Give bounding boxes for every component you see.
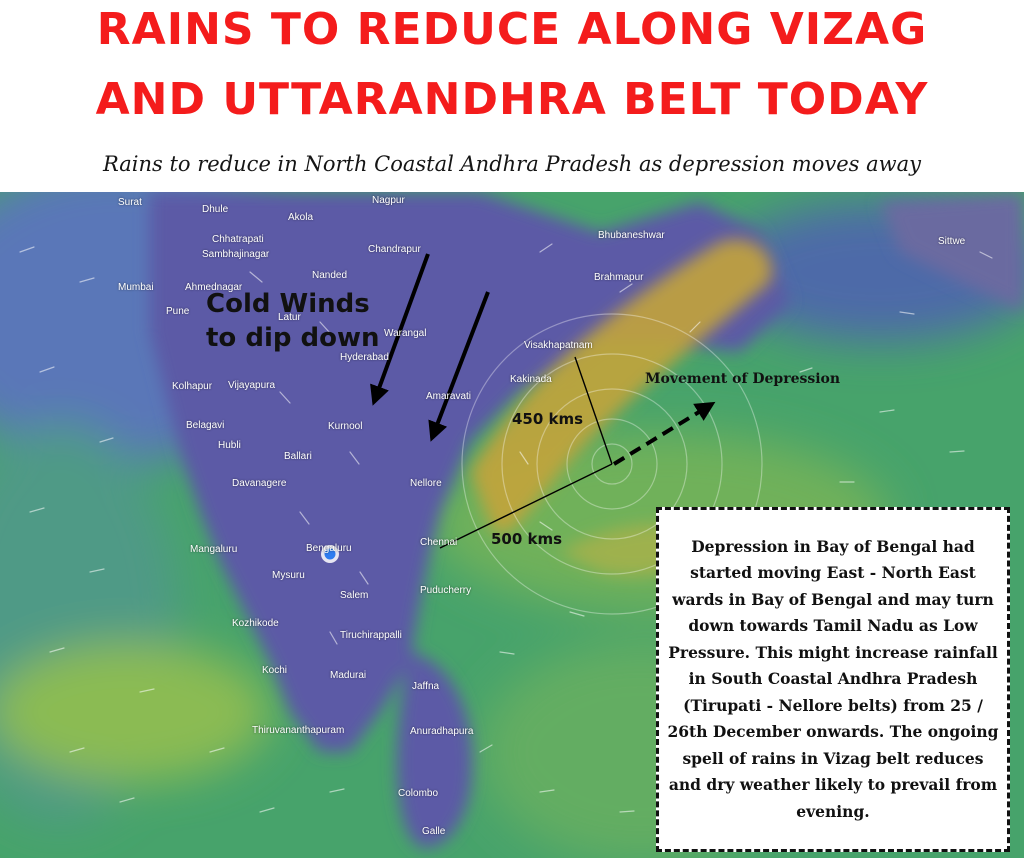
place-label-kurnool: Kurnool	[328, 421, 363, 432]
place-label-amaravati: Amaravati	[426, 391, 472, 402]
place-label-kozhikode: Kozhikode	[232, 618, 279, 629]
wind-arrows	[370, 253, 490, 442]
subtitle: Rains to reduce in North Coastal Andhra …	[102, 152, 921, 176]
info-box-text: Depression in Bay of Bengal had started …	[667, 536, 999, 821]
place-label-belagavi: Belagavi	[186, 420, 225, 431]
place-label-hubli: Hubli	[218, 440, 241, 451]
place-label-davanagere: Davanagere	[232, 478, 287, 489]
distance-label-chennai: 500 kms	[491, 530, 563, 548]
movement-of-depression-label: Movement of Depression	[645, 371, 841, 387]
place-label-warangal: Warangal	[384, 328, 427, 339]
distance-lines	[439, 356, 613, 549]
cold-winds-line-1: Cold Winds	[206, 289, 370, 319]
place-label-ballari: Ballari	[284, 451, 312, 462]
place-label-brahmapur: Brahmapur	[594, 272, 644, 283]
place-label-chandrapur: Chandrapur	[368, 244, 421, 255]
depression-movement-arrow	[612, 401, 716, 466]
place-label-akola: Akola	[288, 212, 314, 223]
place-label-vijayapura: Vijayapura	[228, 380, 276, 391]
place-label-jaffna: Jaffna	[412, 681, 440, 692]
place-label-bengaluru: Bengaluru	[306, 543, 352, 554]
headline-line-2: AND UTTARANDHRA BELT TODAY	[95, 74, 929, 125]
place-label-mysuru: Mysuru	[272, 570, 305, 581]
place-label-mumbai: Mumbai	[118, 282, 154, 293]
cold-wind-arrow-1	[370, 253, 430, 406]
place-label-pune: Pune	[166, 306, 190, 317]
place-label-dhule: Dhule	[202, 204, 229, 215]
distance-line-chennai	[439, 463, 613, 549]
place-label-tiruchirappalli: Tiruchirappalli	[340, 630, 402, 641]
place-label-nagpur: Nagpur	[372, 195, 405, 206]
place-label-kakinada: Kakinada	[510, 374, 552, 385]
headline-line-1: RAINS TO REDUCE ALONG VIZAG	[96, 4, 928, 55]
place-label-madurai: Madurai	[330, 670, 367, 681]
cold-winds-line-2: to dip down	[206, 322, 380, 353]
location-marker-dot	[324, 548, 336, 560]
place-label-sambhajinagar: Sambhajinagar	[202, 249, 270, 260]
place-label-galle: Galle	[422, 826, 446, 837]
place-label-ahmednagar: Ahmednagar	[185, 282, 243, 293]
info-box: Depression in Bay of Bengal had started …	[656, 507, 1010, 852]
place-label-bhubaneshwar: Bhubaneshwar	[598, 230, 665, 241]
cyclone-swirl	[461, 313, 763, 615]
place-label-sittwe: Sittwe	[938, 236, 966, 247]
cold-wind-arrow-2	[428, 291, 490, 442]
place-label-visakhapatnam: Visakhapatnam	[524, 340, 593, 351]
wind-streaks	[19, 243, 993, 813]
place-label-anuradhapura: Anuradhapura	[410, 726, 474, 737]
place-label-chennai: Chennai	[420, 537, 458, 548]
place-label-chhatrapati: Chhatrapati	[212, 234, 264, 245]
place-label-kolhapur: Kolhapur	[172, 381, 213, 392]
place-label-puducherry: Puducherry	[420, 585, 472, 596]
header: RAINS TO REDUCE ALONG VIZAG AND UTTARAND…	[0, 0, 1024, 192]
place-label-colombo: Colombo	[398, 788, 439, 799]
distance-line-vizag	[574, 356, 613, 465]
cold-winds-annotation: Cold Winds to dip down	[206, 288, 380, 356]
place-label-surat: Surat	[118, 197, 142, 208]
place-label-latur: Latur	[278, 312, 301, 323]
place-label-kochi: Kochi	[262, 665, 288, 676]
place-label-hyderabad: Hyderabad	[340, 352, 389, 363]
place-label-nanded: Nanded	[312, 270, 348, 281]
place-label-thiruvananthapuram: Thiruvananthapuram	[252, 725, 345, 736]
place-label-mangaluru: Mangaluru	[190, 544, 238, 555]
place-label-salem: Salem	[340, 590, 369, 601]
distance-label-vizag: 450 kms	[512, 410, 584, 428]
place-label-nellore: Nellore	[410, 478, 442, 489]
